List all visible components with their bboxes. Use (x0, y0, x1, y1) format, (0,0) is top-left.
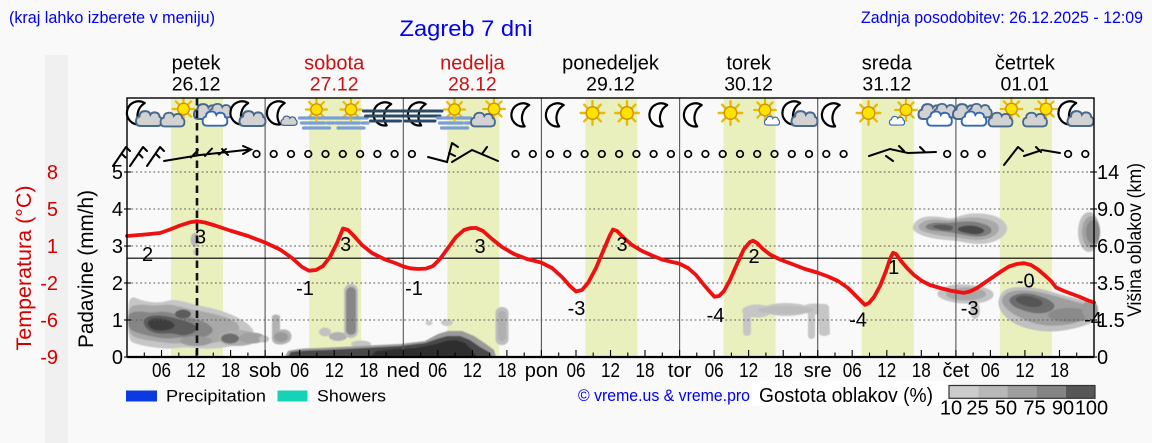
svg-text:Zagreb 7 dni: Zagreb 7 dni (400, 16, 533, 41)
svg-text:06: 06 (428, 360, 447, 382)
svg-text:-6: -6 (40, 310, 58, 332)
svg-text:26.12: 26.12 (172, 74, 221, 96)
svg-text:čet: čet (943, 360, 970, 382)
svg-text:06: 06 (290, 360, 309, 382)
svg-text:5: 5 (47, 199, 58, 221)
svg-text:-3: -3 (961, 298, 979, 320)
svg-text:06: 06 (981, 360, 1000, 382)
svg-text:0: 0 (1097, 347, 1108, 369)
svg-text:Zadnja posodobitev: 26.12.2025: Zadnja posodobitev: 26.12.2025 - 12:09 (861, 8, 1143, 27)
svg-text:sob: sob (249, 360, 281, 382)
svg-text:28.12: 28.12 (448, 74, 497, 96)
svg-text:ponedeljek: ponedeljek (562, 53, 660, 75)
svg-text:8: 8 (47, 162, 58, 184)
svg-text:3.5: 3.5 (1097, 273, 1125, 295)
svg-text:31.12: 31.12 (862, 74, 911, 96)
svg-text:Gostota oblakov (%): Gostota oblakov (%) (759, 384, 933, 407)
svg-text:9.0: 9.0 (1097, 199, 1125, 221)
svg-text:(kraj lahko izberete v meniju): (kraj lahko izberete v meniju) (9, 9, 215, 27)
svg-text:1.5: 1.5 (1097, 310, 1125, 332)
svg-text:12: 12 (1015, 360, 1034, 382)
svg-text:ned: ned (387, 360, 420, 382)
svg-text:3: 3 (616, 234, 627, 256)
svg-text:© vreme.us & vreme.pro: © vreme.us & vreme.pro (578, 386, 750, 405)
svg-text:-4: -4 (1084, 309, 1102, 331)
svg-text:Padavine (mm/h): Padavine (mm/h) (75, 190, 98, 348)
svg-text:30.12: 30.12 (724, 74, 773, 96)
svg-text:29.12: 29.12 (586, 74, 635, 96)
svg-text:25: 25 (966, 398, 988, 420)
svg-text:2: 2 (748, 246, 759, 268)
svg-text:četrtek: četrtek (995, 53, 1056, 75)
svg-text:18: 18 (774, 360, 793, 382)
svg-text:06: 06 (567, 360, 586, 382)
svg-text:3: 3 (474, 236, 485, 258)
svg-text:01.01: 01.01 (1000, 74, 1049, 96)
svg-text:-3: -3 (568, 298, 586, 320)
svg-text:pon: pon (525, 360, 558, 382)
svg-text:12: 12 (601, 360, 620, 382)
svg-text:2: 2 (112, 273, 123, 295)
svg-text:tor: tor (668, 360, 692, 382)
svg-text:Showers: Showers (317, 388, 386, 406)
svg-text:18: 18 (497, 360, 516, 382)
svg-text:torek: torek (726, 53, 771, 75)
svg-text:sobota: sobota (304, 53, 365, 75)
svg-text:100: 100 (1075, 398, 1108, 420)
svg-text:5: 5 (112, 162, 123, 184)
svg-text:6.0: 6.0 (1097, 236, 1125, 258)
svg-text:nedelja: nedelja (440, 53, 505, 75)
svg-text:1: 1 (112, 310, 123, 332)
svg-text:-0: -0 (1017, 271, 1035, 293)
svg-text:1: 1 (47, 236, 58, 258)
svg-text:18: 18 (359, 360, 378, 382)
svg-text:-4: -4 (707, 305, 725, 327)
svg-text:Precipitation: Precipitation (166, 388, 266, 406)
svg-text:12: 12 (187, 360, 206, 382)
svg-text:06: 06 (705, 360, 724, 382)
svg-text:12: 12 (325, 360, 344, 382)
svg-text:12: 12 (739, 360, 758, 382)
svg-text:3: 3 (195, 227, 206, 249)
svg-text:1: 1 (888, 257, 899, 279)
svg-text:14: 14 (1097, 162, 1119, 184)
svg-text:-4: -4 (849, 310, 867, 332)
svg-text:-9: -9 (40, 347, 58, 369)
svg-text:-1: -1 (405, 278, 423, 300)
svg-text:18: 18 (636, 360, 655, 382)
svg-text:90: 90 (1052, 398, 1074, 420)
svg-text:18: 18 (912, 360, 931, 382)
svg-text:Temperatura (°C): Temperatura (°C) (13, 186, 36, 351)
svg-text:18: 18 (1050, 360, 1069, 382)
svg-text:06: 06 (843, 360, 862, 382)
svg-text:06: 06 (152, 360, 171, 382)
svg-text:12: 12 (877, 360, 896, 382)
svg-text:18: 18 (221, 360, 240, 382)
svg-text:12: 12 (463, 360, 482, 382)
svg-text:sre: sre (804, 360, 832, 382)
svg-text:-1: -1 (296, 278, 314, 300)
svg-text:27.12: 27.12 (310, 74, 359, 96)
svg-text:3: 3 (340, 234, 351, 256)
svg-text:0: 0 (112, 347, 123, 369)
svg-text:4: 4 (112, 199, 123, 221)
svg-text:3: 3 (112, 236, 123, 258)
svg-text:2: 2 (142, 244, 153, 266)
svg-text:10: 10 (940, 398, 962, 420)
svg-text:petek: petek (172, 53, 222, 75)
svg-text:50: 50 (995, 398, 1017, 420)
svg-text:75: 75 (1023, 398, 1045, 420)
svg-text:Višina oblakov (km): Višina oblakov (km) (1124, 163, 1146, 317)
svg-text:sreda: sreda (862, 53, 913, 75)
svg-text:-2: -2 (40, 273, 58, 295)
